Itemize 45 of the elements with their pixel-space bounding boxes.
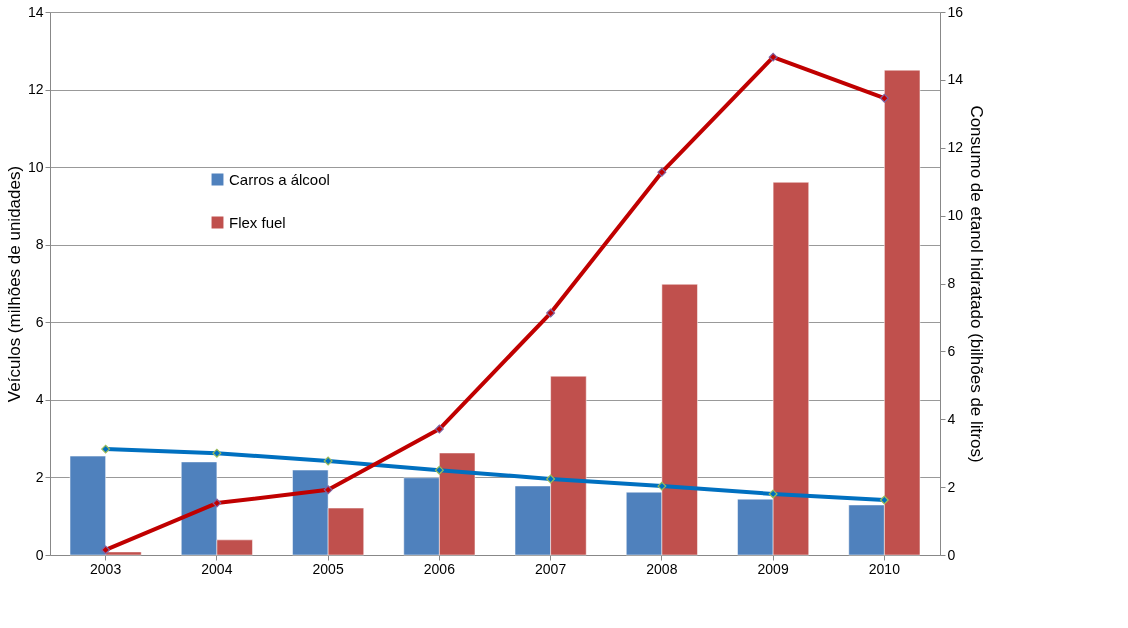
point (879, 495, 889, 505)
y-tick-label: 4 (35, 391, 44, 408)
legend-label: Flex fuel (229, 213, 286, 231)
x-tick-label: 2005 (312, 560, 344, 577)
point (212, 448, 222, 458)
x-tick-label: 2006 (423, 560, 456, 577)
x-tick-label: 2010 (868, 560, 901, 577)
point (768, 489, 778, 499)
y2-tick-label: 0 (947, 546, 956, 563)
point (101, 444, 111, 454)
y-tick-label: 12 (27, 81, 44, 98)
point (657, 167, 667, 177)
x-tick-label: 2008 (646, 560, 678, 577)
y2-tick-label: 8 (947, 275, 956, 291)
point (768, 52, 778, 62)
y2-tick-label: 4 (947, 410, 956, 427)
legend-label: Carros a álcool (229, 170, 330, 188)
point (323, 456, 333, 466)
y-tick-label: 8 (35, 236, 44, 253)
point (546, 474, 556, 484)
y2-axis-title: Consumo de etanol hidratado (bilhões de litros) (967, 105, 987, 463)
point (657, 481, 667, 491)
point (434, 465, 444, 475)
y2-tick-label: 2 (947, 478, 956, 495)
y-tick-label: 10 (27, 158, 44, 175)
x-tick-label: 2003 (90, 560, 122, 577)
y-tick-label: 0 (35, 546, 44, 563)
point (323, 485, 333, 495)
point (212, 498, 222, 508)
y2-tick-label: 14 (947, 71, 964, 88)
y-tick-label: 14 (27, 3, 44, 20)
x-tick-label: 2004 (201, 560, 233, 577)
y2-tick-label: 6 (947, 342, 956, 359)
point (546, 308, 556, 318)
point (879, 93, 889, 103)
y2-tick-label: 16 (947, 3, 964, 20)
y-tick-label: 2 (35, 468, 44, 485)
point (101, 545, 111, 555)
y-axis-title: Veículos (milhões de unidades) (4, 165, 24, 403)
x-tick-label: 2009 (757, 560, 789, 577)
x-tick-label: 2007 (535, 560, 567, 577)
y2-tick-label: 10 (947, 207, 964, 224)
y-tick-label: 6 (35, 313, 44, 330)
point (434, 424, 444, 434)
y2-tick-label: 12 (947, 139, 964, 156)
